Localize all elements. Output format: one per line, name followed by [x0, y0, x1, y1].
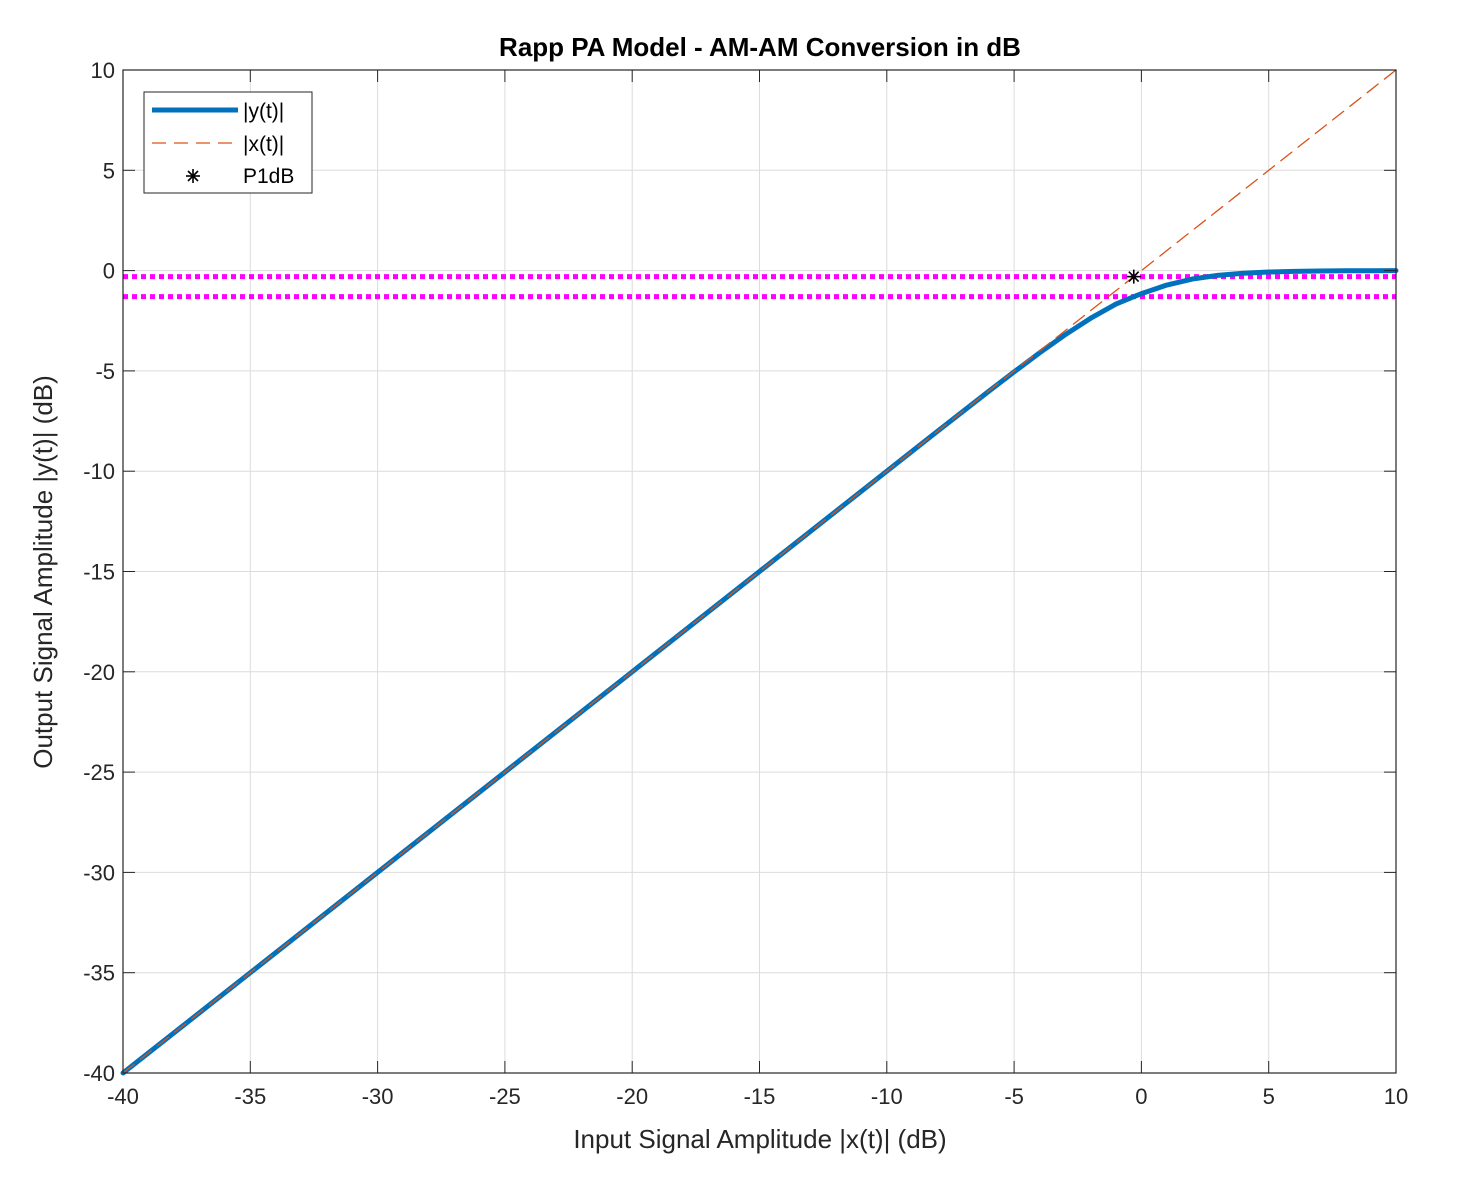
- legend: |y(t)| |x(t)| P1dB: [143, 91, 313, 194]
- x-tick-label: -35: [234, 1084, 266, 1109]
- y-tick-label: 0: [103, 259, 115, 284]
- x-axis-label: Input Signal Amplitude |x(t)| (dB): [573, 1124, 946, 1154]
- y-tick-labels: -40 -35 -30 -25 -20 -15 -10 -5 0 5 10: [83, 58, 115, 1086]
- ticks: [122, 69, 1397, 1074]
- x-tick-label: -5: [1004, 1084, 1024, 1109]
- y-tick-label: -5: [95, 359, 115, 384]
- y-tick-label: -15: [83, 560, 115, 585]
- series-line-y: [120, 268, 1399, 1076]
- legend-swatch-series-2: [186, 169, 200, 183]
- x-tick-labels: -40 -35 -30 -25 -20 -15 -10 -5 0 5 10: [107, 1084, 1408, 1109]
- chart-title: Rapp PA Model - AM-AM Conversion in dB: [499, 32, 1021, 62]
- y-tick-label: -40: [83, 1061, 115, 1086]
- x-tick-label: 5: [1263, 1084, 1275, 1109]
- y-tick-label: -35: [83, 961, 115, 986]
- x-tick-label: -40: [107, 1084, 139, 1109]
- x-tick-label: -15: [744, 1084, 776, 1109]
- x-tick-label: -25: [489, 1084, 521, 1109]
- y-tick-label: 10: [91, 58, 115, 83]
- series-line-x: [122, 69, 1397, 1074]
- x-tick-label: -30: [362, 1084, 394, 1109]
- legend-entry-series-0: |y(t)|: [243, 100, 284, 123]
- legend-entry-series-2: P1dB: [243, 165, 294, 188]
- legend-entry-series-1: |x(t)|: [243, 133, 284, 156]
- x-tick-label: 10: [1384, 1084, 1408, 1109]
- x-tick-label: 0: [1135, 1084, 1147, 1109]
- y-tick-label: -25: [83, 760, 115, 785]
- y-tick-label: -20: [83, 660, 115, 685]
- y-tick-label: -30: [83, 860, 115, 885]
- x-tick-label: -20: [616, 1084, 648, 1109]
- series-layer: [120, 69, 1399, 1076]
- y-tick-label: 5: [103, 158, 115, 183]
- y-tick-label: -10: [83, 459, 115, 484]
- x-tick-label: -10: [871, 1084, 903, 1109]
- y-axis-label: Output Signal Amplitude |y(t)| (dB): [28, 375, 58, 769]
- p1db-marker: [1126, 269, 1141, 284]
